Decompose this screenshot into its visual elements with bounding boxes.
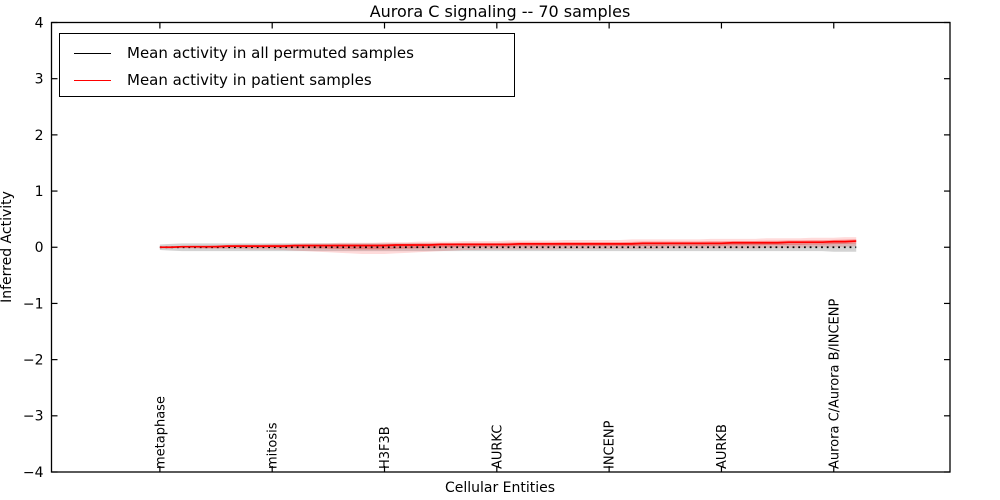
- x-tick-label: Aurora C/Aurora B/INCENP: [827, 298, 842, 469]
- y-tick-label: 3: [35, 72, 44, 88]
- y-tick-label: −3: [23, 409, 44, 425]
- legend: Mean activity in all permuted samples Me…: [59, 33, 515, 97]
- x-tick-label: metaphase: [153, 396, 168, 469]
- y-tick-label: 4: [35, 15, 44, 31]
- x-tick-label: H3F3B: [378, 426, 393, 469]
- patient-samples-range-band: [159, 237, 857, 254]
- legend-label-permuted: Mean activity in all permuted samples: [127, 44, 414, 62]
- y-tick-label: 0: [35, 240, 44, 256]
- y-axis-label: Inferred Activity: [0, 191, 15, 303]
- x-tick-label: mitosis: [266, 422, 281, 469]
- legend-entry-patient: Mean activity in patient samples: [60, 67, 514, 94]
- x-axis-label: Cellular Entities: [445, 480, 555, 496]
- y-tick-label: −2: [23, 353, 44, 369]
- y-tick-label: −1: [23, 296, 44, 312]
- legend-entry-permuted: Mean activity in all permuted samples: [60, 40, 514, 67]
- x-tick-label: AURKC: [490, 425, 505, 469]
- chart-title: Aurora C signaling -- 70 samples: [370, 2, 631, 21]
- y-tick-label: 1: [35, 184, 44, 200]
- y-tick-label: 2: [35, 128, 44, 144]
- y-tick-label: −4: [23, 465, 44, 481]
- x-tick-label: INCENP: [603, 420, 618, 469]
- x-tick-label: AURKB: [715, 424, 730, 469]
- patient-mean-line: [159, 240, 857, 249]
- legend-line-sample-black: [74, 53, 111, 54]
- legend-line-sample-red: [74, 80, 111, 81]
- legend-label-patient: Mean activity in patient samples: [127, 71, 372, 89]
- plot-area: 4 3 2 1 0 −1 −2 −3 −4 metaphase mitosis H3F3B AURKC I…: [23, 15, 951, 481]
